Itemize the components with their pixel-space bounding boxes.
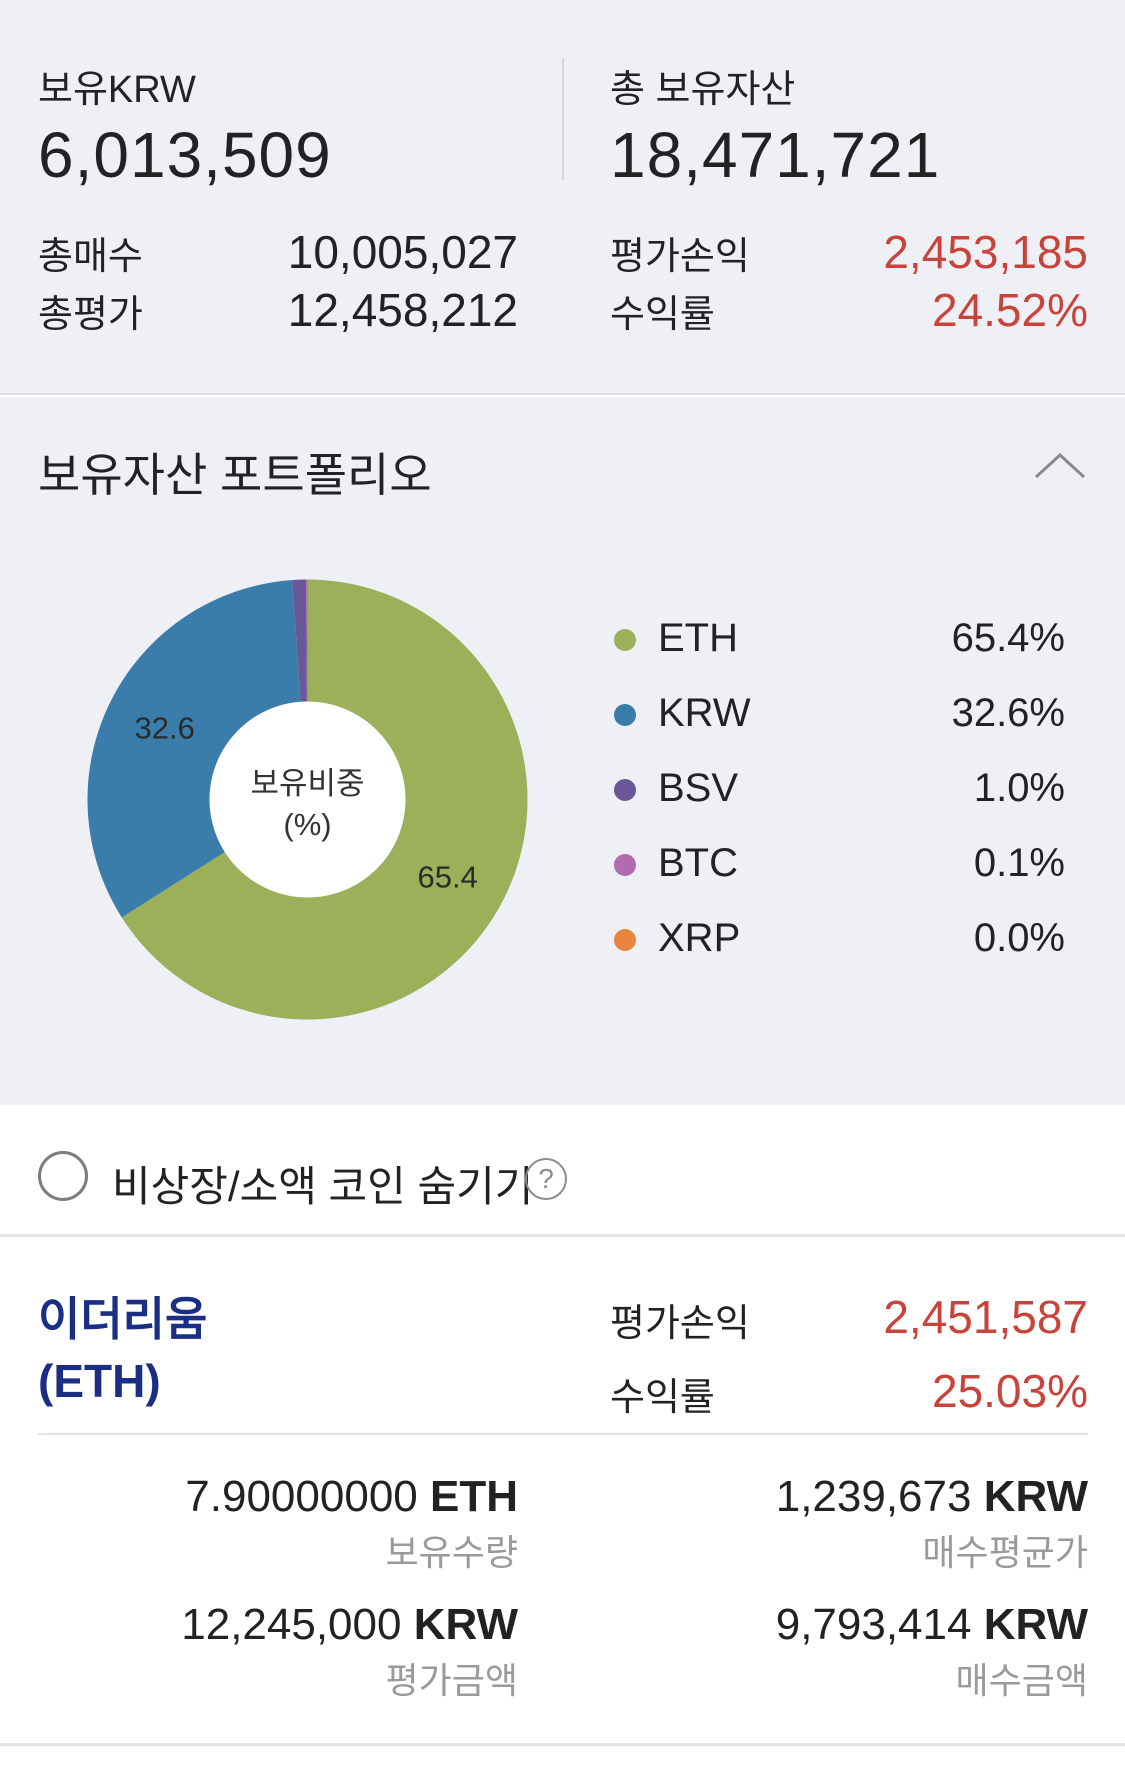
pie-label-eth: 65.4	[418, 860, 478, 895]
legend-percent: 1.0%	[973, 766, 1065, 810]
asset-rate-label: 수익률	[610, 1377, 715, 1419]
holdings-summary: 보유KRW 6,013,509 총매수 10,005,027 총평가 12,45…	[0, 0, 1125, 395]
asset-bottom-divider	[0, 1743, 1125, 1746]
buy-amount-unit: KRW	[983, 1600, 1088, 1649]
summary-left: 보유KRW 6,013,509 총매수 10,005,027 총평가 12,45…	[38, 0, 518, 395]
avg-buy-price-label: 매수평균가	[922, 1532, 1088, 1573]
portfolio-donut-chart: 보유비중 (%) 65.4 32.6	[55, 547, 560, 1052]
total-eval-value: 12,458,212	[287, 284, 518, 336]
legend-name: BTC	[658, 841, 738, 885]
asset-symbol: (ETH)	[38, 1355, 161, 1407]
total-buy-value: 10,005,027	[287, 226, 518, 278]
legend-item-krw: KRW 32.6%	[610, 687, 1065, 762]
eval-amount: 12,245,000 KRW	[38, 1600, 518, 1650]
donut-hole	[209, 701, 406, 898]
pnl-label: 평가손익	[610, 236, 750, 278]
asset-rate-value: 25.03%	[931, 1365, 1088, 1417]
eval-amount-cell: 12,245,000 KRW 평가금액	[38, 1600, 518, 1704]
donut-center-unit: (%)	[283, 807, 331, 842]
legend-percent: 32.6%	[951, 691, 1065, 735]
legend-dot-icon	[614, 929, 636, 951]
chevron-up-icon[interactable]	[1030, 445, 1090, 485]
pnl-value: 2,453,185	[883, 226, 1088, 278]
legend-dot-icon	[614, 779, 636, 801]
donut-svg: 보유비중 (%) 65.4 32.6	[87, 579, 528, 1020]
holding-quantity-label: 보유수량	[385, 1532, 518, 1573]
avg-buy-price-unit: KRW	[983, 1472, 1088, 1521]
pnl-row: 평가손익 2,453,185	[610, 225, 1088, 278]
legend-name: KRW	[658, 691, 751, 735]
buy-amount: 9,793,414 KRW	[608, 1600, 1088, 1650]
asset-pnl-value: 2,451,587	[883, 1291, 1088, 1343]
legend-item-bsv: BSV 1.0%	[610, 762, 1065, 837]
pie-label-krw: 32.6	[135, 710, 195, 745]
donut-center-label: 보유비중	[250, 766, 364, 801]
total-assets-label: 총 보유자산	[610, 69, 796, 111]
asset-name: 이더리움 (ETH)	[38, 1288, 207, 1412]
avg-buy-price-cell: 1,239,673 KRW 매수평균가	[608, 1472, 1088, 1576]
holding-quantity-unit: ETH	[430, 1472, 518, 1521]
legend-item-xrp: XRP 0.0%	[610, 912, 1065, 987]
eval-amount-number: 12,245,000	[181, 1600, 402, 1649]
legend-percent: 0.0%	[973, 916, 1065, 960]
help-icon[interactable]: ?	[525, 1158, 567, 1200]
legend-percent: 65.4%	[951, 616, 1065, 660]
hide-small-coins-row[interactable]: 비상장/소액 코인 숨기기 ?	[0, 1105, 1125, 1237]
total-assets-value: 18,471,721	[610, 119, 941, 191]
buy-amount-cell: 9,793,414 KRW 매수금액	[608, 1600, 1088, 1704]
asset-pnl-label: 평가손익	[610, 1303, 750, 1345]
avg-buy-price: 1,239,673 KRW	[608, 1472, 1088, 1522]
legend-name: ETH	[658, 616, 738, 660]
portfolio-title: 보유자산 포트폴리오	[38, 449, 432, 501]
return-rate-row: 수익률 24.52%	[610, 283, 1088, 336]
eval-amount-label: 평가금액	[385, 1660, 518, 1701]
buy-amount-label: 매수금액	[955, 1660, 1088, 1701]
chart-legend: ETH 65.4% KRW 32.6% BSV 1.0% BTC 0.1% XRP 0.0%	[610, 612, 1065, 987]
legend-dot-icon	[614, 854, 636, 876]
asset-divider	[38, 1433, 1088, 1435]
legend-dot-icon	[614, 629, 636, 651]
holding-quantity-cell: 7.90000000 ETH 보유수량	[38, 1472, 518, 1576]
legend-item-btc: BTC 0.1%	[610, 837, 1065, 912]
return-rate-label: 수익률	[610, 294, 715, 336]
total-buy-row: 총매수 10,005,027	[38, 225, 518, 278]
hide-small-coins-radio[interactable]	[38, 1151, 88, 1201]
asset-name-korean: 이더리움	[38, 1293, 208, 1345]
portfolio-section: 보유자산 포트폴리오 보유비중 (%) 65.4 32.6 ETH 65.4% KRW…	[0, 397, 1125, 1105]
holding-quantity-number: 7.90000000	[185, 1472, 418, 1521]
asset-card-eth[interactable]: 이더리움 (ETH) 평가손익 2,451,587 수익률 25.03% 7.9…	[0, 1240, 1125, 1766]
total-eval-row: 총평가 12,458,212	[38, 283, 518, 336]
legend-item-eth: ETH 65.4%	[610, 612, 1065, 687]
legend-dot-icon	[614, 704, 636, 726]
summary-right: 총 보유자산 18,471,721 평가손익 2,453,185 수익률 24.…	[610, 0, 1088, 395]
krw-holding-value: 6,013,509	[38, 119, 332, 191]
total-buy-label: 총매수	[38, 236, 143, 278]
summary-divider	[562, 58, 564, 180]
total-eval-label: 총평가	[38, 294, 143, 336]
buy-amount-number: 9,793,414	[775, 1600, 972, 1649]
hide-small-coins-label: 비상장/소액 코인 숨기기	[112, 1163, 534, 1210]
krw-holding-label: 보유KRW	[38, 69, 196, 111]
legend-name: BSV	[658, 766, 739, 810]
legend-percent: 0.1%	[973, 841, 1065, 885]
asset-pnl-row: 평가손익 2,451,587	[610, 1290, 1088, 1350]
holding-quantity: 7.90000000 ETH	[38, 1472, 518, 1522]
asset-rate-row: 수익률 25.03%	[610, 1364, 1088, 1424]
eval-amount-unit: KRW	[413, 1600, 518, 1649]
avg-buy-price-number: 1,239,673	[775, 1472, 972, 1521]
return-rate-value: 24.52%	[931, 284, 1088, 336]
legend-name: XRP	[658, 916, 741, 960]
